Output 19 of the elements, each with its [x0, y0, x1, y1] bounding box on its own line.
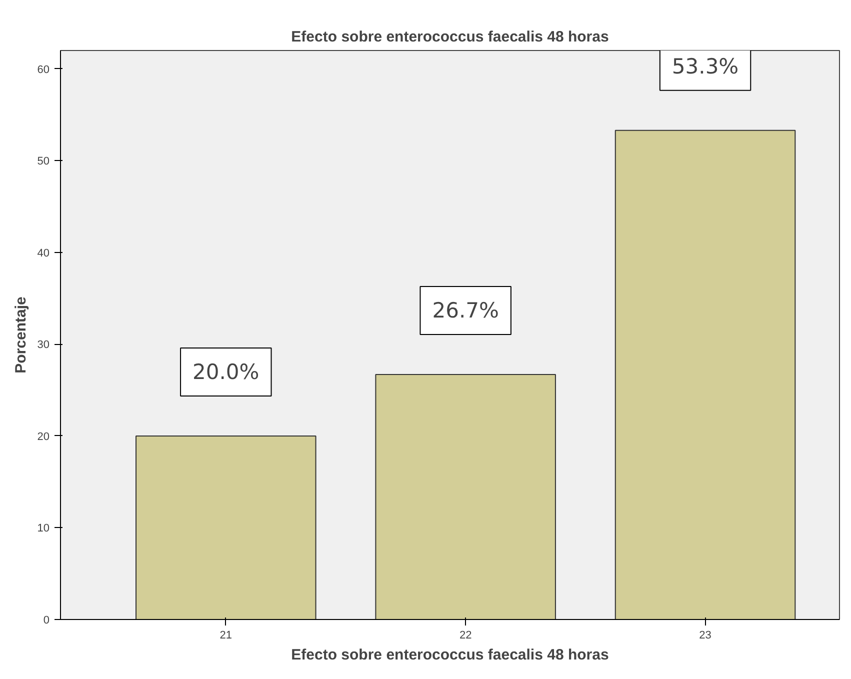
- x-tick-label: 21: [220, 630, 232, 642]
- y-tick-label: 40: [37, 247, 50, 260]
- chart-title: Efecto sobre enterococcus faecalis 48 horas: [291, 28, 609, 46]
- y-tick-label: 20: [37, 430, 50, 443]
- bar: [614, 130, 796, 620]
- y-tick-label: 60: [37, 64, 50, 76]
- x-tick-label: 22: [459, 630, 472, 642]
- y-tick-label: 30: [37, 339, 50, 352]
- y-tick-label: 0: [43, 614, 50, 626]
- data-label: 26.7%: [432, 298, 499, 322]
- x-axis-title: Efecto sobre enterococcus faecalis 48 horas: [291, 646, 609, 664]
- bar: [136, 435, 316, 620]
- data-label: 53.3%: [672, 54, 739, 78]
- bar: [375, 374, 556, 620]
- y-tick-label: 10: [37, 522, 50, 535]
- data-label: 20.0%: [192, 360, 260, 384]
- y-tick-label: 50: [37, 156, 50, 168]
- x-tick-label: 23: [699, 630, 712, 642]
- y-axis-title: Porcentaje: [12, 296, 30, 374]
